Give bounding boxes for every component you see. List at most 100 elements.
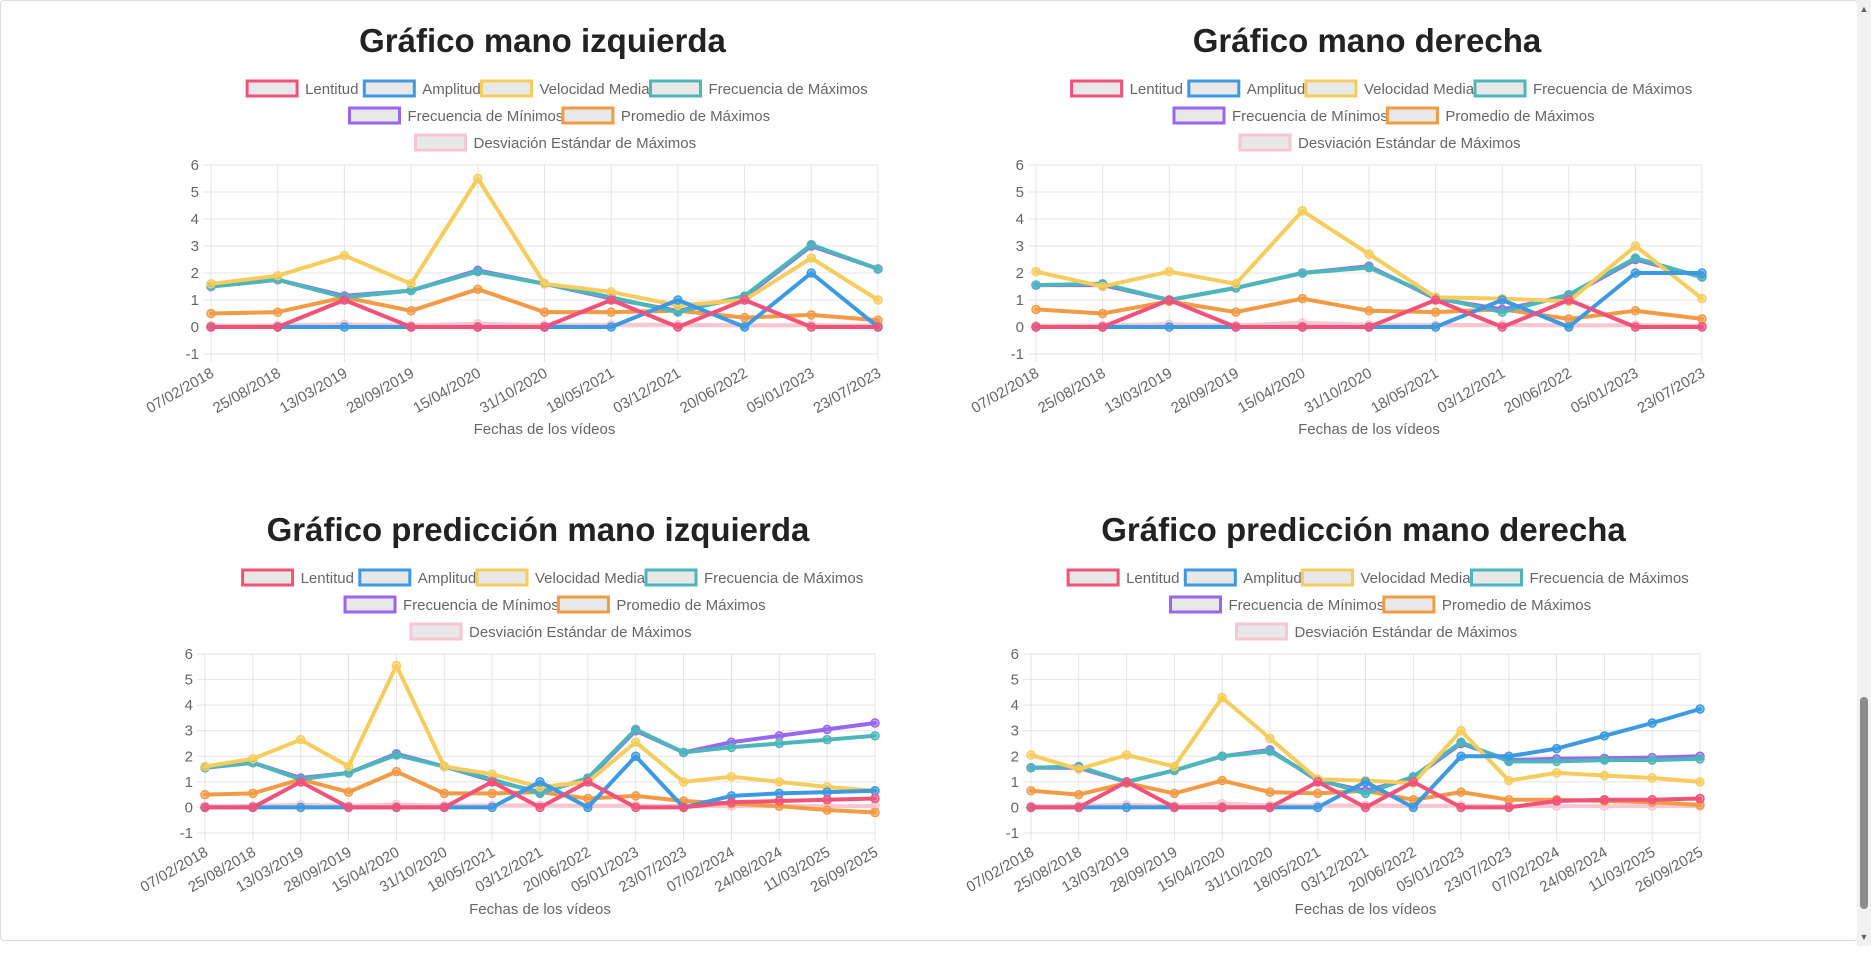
x-axis-label: Fechas de los vídeos [469, 901, 611, 918]
legend-swatch [1235, 622, 1288, 641]
data-point [206, 308, 216, 319]
data-point [391, 766, 402, 777]
data-point [272, 322, 283, 332]
legend-swatch [556, 595, 610, 614]
data-point [678, 777, 689, 787]
triangle-up-icon[interactable]: ▲ [1859, 4, 1869, 14]
legend-swatch [245, 79, 299, 98]
y-tick-label: -1 [186, 346, 199, 363]
data-point [487, 788, 497, 799]
data-point [678, 747, 689, 758]
data-point [272, 307, 283, 317]
legend-item-desviacion-estandar-de-maximos: Desviación Estándar de Máximos [1235, 622, 1517, 641]
data-point [391, 660, 402, 671]
legend-swatch [241, 568, 295, 587]
data-point [822, 805, 832, 815]
data-point [1697, 293, 1707, 304]
data-point [870, 793, 880, 804]
legend-label: Frecuencia de Mínimos [403, 597, 559, 614]
legend-label: Velocidad Media [540, 81, 651, 98]
data-point [1026, 786, 1036, 796]
data-point [583, 802, 593, 813]
scrollbar-thumb[interactable] [1860, 697, 1868, 909]
legend-label: Frecuencia de Máximos [709, 81, 868, 98]
data-point [1265, 746, 1275, 756]
chart-title: Gráfico predicción mano izquierda [267, 511, 810, 548]
data-point [200, 789, 210, 800]
data-point [1360, 777, 1371, 787]
legend-swatch [561, 106, 615, 125]
y-tick-label: 6 [191, 157, 199, 174]
chart-svg: Gráfico predicción mano derecha Lentitud A… [963, 511, 1706, 918]
data-point [1031, 280, 1041, 290]
chart-panel-left-hand: Gráfico mano izquierda Lentitud Amplitud Ve… [0, 0, 920, 480]
data-point [1074, 764, 1084, 774]
x-tick-label: 18/05/2021 [544, 365, 618, 417]
data-point [739, 295, 750, 305]
x-tick-label: 07/02/2018 [968, 365, 1042, 417]
data-point [539, 307, 550, 317]
legend-item-promedio-de-maximos: Promedio de Máximos [1385, 106, 1595, 125]
data-point [1497, 295, 1507, 305]
legend-item-desviacion-estandar-de-maximos: Desviación Estándar de Máximos [409, 622, 692, 641]
data-point [673, 295, 683, 305]
legend-item-velocidad-media: Velocidad Media [1304, 79, 1475, 98]
y-tick-label: 1 [1011, 774, 1019, 791]
data-point [1647, 755, 1657, 765]
data-point [1599, 755, 1610, 765]
legend-label: Desviación Estándar de Máximos [474, 135, 697, 152]
data-point [630, 751, 641, 762]
chart-panel-right-hand: Gráfico mano derecha Lentitud Amplitud Velo… [825, 0, 1745, 480]
y-tick-label: 6 [1016, 157, 1024, 174]
y-tick-label: 6 [1011, 646, 1019, 663]
data-point [295, 777, 306, 787]
data-point [1297, 268, 1308, 278]
legend-item-frecuencia-de-maximos: Frecuencia de Máximos [1470, 568, 1689, 587]
x-tick-label: 15/04/2020 [1235, 365, 1309, 417]
data-point [1026, 802, 1036, 813]
legend-label: Velocidad Media [1364, 81, 1475, 98]
data-point [1265, 733, 1275, 744]
legend-swatch [1301, 568, 1354, 587]
y-tick-label: 1 [185, 774, 193, 791]
data-point [822, 724, 832, 735]
data-point [583, 777, 593, 787]
data-point [1121, 777, 1132, 787]
data-point [583, 793, 593, 804]
data-point [630, 724, 641, 735]
x-tick-label: 15/04/2020 [410, 365, 484, 417]
x-tick-label: 28/09/2019 [344, 365, 418, 417]
data-point [1297, 206, 1308, 216]
series-velocidad-media [206, 173, 883, 311]
legend-item-lentitud: Lentitud [1070, 79, 1183, 98]
chart-svg: Gráfico predicción mano izquierda Lentitu… [137, 511, 881, 918]
data-point [1031, 304, 1041, 315]
series-lentitud [206, 295, 883, 332]
y-tick-label: 3 [185, 723, 193, 740]
data-point [1169, 788, 1180, 799]
data-point [1695, 793, 1705, 804]
x-axis-label: Fechas de los vídeos [474, 421, 616, 438]
data-point [487, 769, 497, 779]
x-tick-label: 03/12/2021 [1435, 365, 1509, 417]
data-point [1551, 743, 1562, 754]
data-point [1360, 788, 1371, 799]
legend-item-frecuencia-de-maximos: Frecuencia de Máximos [644, 568, 863, 587]
data-point [1430, 307, 1441, 317]
triangle-down-icon[interactable]: ▼ [1859, 932, 1869, 942]
legend-item-amplitud: Amplitud [358, 568, 476, 587]
legend-item-desviacion-estandar-de-maximos: Desviación Estándar de Máximos [1238, 133, 1521, 152]
y-tick-label: 4 [185, 697, 193, 714]
legend-item-frecuencia-de-minimos: Frecuencia de Mínimos [1172, 106, 1388, 125]
data-point [1599, 731, 1610, 741]
data-point [606, 322, 616, 332]
chart-title: Gráfico mano derecha [1193, 22, 1542, 59]
vertical-scrollbar[interactable]: ▲ ▼ [1857, 0, 1871, 946]
data-point [1312, 802, 1323, 813]
data-point [1231, 279, 1241, 289]
x-tick-label: 13/03/2019 [277, 365, 351, 417]
data-point [726, 742, 737, 753]
data-point [343, 761, 354, 772]
data-point [1564, 295, 1574, 305]
data-point [1456, 725, 1466, 736]
